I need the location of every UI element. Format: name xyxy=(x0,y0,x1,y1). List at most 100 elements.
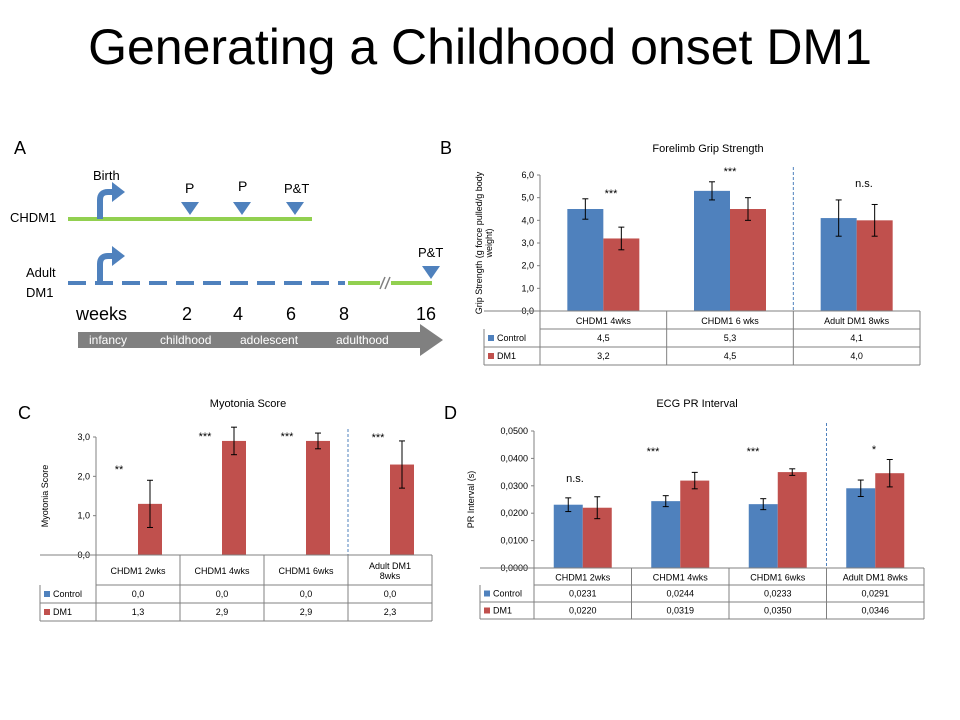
data-label: 4,5 xyxy=(724,351,737,361)
category-label: CHDM1 4wks xyxy=(194,566,250,576)
panel-letter-b: B xyxy=(440,138,453,158)
category-label: CHDM1 6wks xyxy=(278,566,334,576)
bar-dm1-3 xyxy=(875,473,905,568)
y-tick-label: 0,0400 xyxy=(500,453,528,463)
legend-label-control: Control xyxy=(493,589,522,599)
data-label: 0,0346 xyxy=(861,606,889,616)
data-label: 2,9 xyxy=(300,607,313,617)
data-label: 2,9 xyxy=(216,607,229,617)
bar-dm1-1 xyxy=(680,480,710,568)
significance-annotation: * xyxy=(872,444,877,456)
y-tick-label: 0,0500 xyxy=(500,426,528,436)
bar-dm1-2 xyxy=(777,472,807,568)
y-axis-label-line: PR Interval (s) xyxy=(466,471,476,529)
bar-dm1-0 xyxy=(603,238,640,311)
birth-arrow-adult-icon xyxy=(97,253,114,283)
category-label: CHDM1 2wks xyxy=(110,566,166,576)
data-label: 2,3 xyxy=(384,607,397,617)
data-label: 0,0 xyxy=(384,589,397,599)
legend-swatch-dm1 xyxy=(484,607,490,614)
y-tick-label: 2,0 xyxy=(521,261,534,271)
stage-infancy: infancy xyxy=(89,333,127,347)
adult-dm1-label-line1: Adult xyxy=(26,265,56,280)
birth-label: Birth xyxy=(93,168,120,183)
data-label: 0,0 xyxy=(132,589,145,599)
data-label: 5,3 xyxy=(724,333,737,343)
marker-p2-label: P xyxy=(238,178,247,194)
legend-label-control: Control xyxy=(497,333,526,343)
y-axis-label-line: Grip Strength (g force pulled/g body xyxy=(474,171,484,314)
y-tick-label: 3,0 xyxy=(521,238,534,248)
category-label: CHDM1 6 wks xyxy=(701,316,759,326)
page-title: Generating a Childhood onset DM1 xyxy=(88,19,872,75)
legend-label-dm1: DM1 xyxy=(497,351,516,361)
chart-grip-strength: Forelimb Grip Strength Grip Strength (g f… xyxy=(474,143,921,366)
category-label: Adult DM1 8wks xyxy=(843,573,909,583)
data-label: 4,1 xyxy=(850,333,863,343)
y-tick-label: 3,0 xyxy=(77,432,90,442)
data-label: 0,0 xyxy=(300,589,313,599)
significance-annotation: *** xyxy=(605,188,619,200)
chart-title: ECG PR Interval xyxy=(656,398,737,410)
significance-annotation: *** xyxy=(647,446,661,458)
category-label: CHDM1 6wks xyxy=(750,573,806,583)
stage-adolescent: adolescent xyxy=(240,333,299,347)
stage-adulthood: adulthood xyxy=(336,333,389,347)
legend-label-dm1: DM1 xyxy=(53,607,72,617)
y-tick-label: 4,0 xyxy=(521,215,534,225)
weeks-label: weeks xyxy=(75,304,127,324)
data-label: 0,0 xyxy=(216,589,229,599)
bar-control-1 xyxy=(651,501,681,568)
y-tick-label: 5,0 xyxy=(521,193,534,203)
timeline-diagram: CHDM1 Birth P P P&T Adult DM1 P&T weeks … xyxy=(10,168,443,356)
legend-swatch-control xyxy=(488,335,494,341)
y-tick-label: 1,0 xyxy=(521,283,534,293)
significance-annotation: *** xyxy=(372,432,386,444)
bar-control-1 xyxy=(694,190,730,311)
y-tick-label: 2,0 xyxy=(77,471,90,481)
legend-swatch-dm1 xyxy=(44,609,50,615)
y-tick-label: 0,0200 xyxy=(500,508,528,518)
category-label: Adult DM1 xyxy=(369,561,411,571)
marker-pt2-icon xyxy=(422,266,440,279)
significance-annotation: n.s. xyxy=(566,473,584,485)
category-label: CHDM1 4wks xyxy=(576,316,632,326)
legend-label-control: Control xyxy=(53,589,82,599)
life-stage-arrow xyxy=(78,324,443,356)
y-tick-label: 0,0300 xyxy=(500,481,528,491)
bar-control-3 xyxy=(846,488,876,568)
chart-myotonia-score: Myotonia Score Myotonia Score 0,0 1,0 2,0 3,0… xyxy=(39,398,433,622)
legend-swatch-dm1 xyxy=(488,353,494,359)
week-tick-16: 16 xyxy=(416,304,436,324)
data-label: 0,0220 xyxy=(569,606,597,616)
legend-swatch-control xyxy=(44,591,50,597)
adult-dm1-label-line2: DM1 xyxy=(26,285,53,300)
week-tick-6: 6 xyxy=(286,304,296,324)
data-label: 4,5 xyxy=(597,333,610,343)
panel-letter-a: A xyxy=(14,138,27,158)
data-label: 3,2 xyxy=(597,351,610,361)
marker-p1-icon xyxy=(181,202,199,215)
marker-p1-label: P xyxy=(185,180,194,196)
bar-control-2 xyxy=(748,504,778,568)
y-axis-label-line: weight) xyxy=(484,228,494,258)
y-axis-label-line: Myotonia Score xyxy=(40,465,50,528)
y-axis-label: Myotonia Score xyxy=(40,465,50,528)
chart-title: Myotonia Score xyxy=(210,398,286,410)
axis-break-icon-2 xyxy=(384,276,391,290)
chart-title: Forelimb Grip Strength xyxy=(652,143,763,155)
bar-dm1-2 xyxy=(306,440,330,555)
panel-letter-c: C xyxy=(18,403,31,423)
category-label: CHDM1 4wks xyxy=(653,573,709,583)
y-axis-label: PR Interval (s) xyxy=(466,471,476,529)
data-label: 0,0350 xyxy=(764,606,792,616)
week-tick-8: 8 xyxy=(339,304,349,324)
data-label: 0,0233 xyxy=(764,589,792,599)
birth-arrow-icon xyxy=(97,189,114,219)
y-tick-label: 0,0100 xyxy=(500,536,528,546)
panel-letter-d: D xyxy=(444,403,457,423)
y-axis-label: Grip Strength (g force pulled/g bodyweig… xyxy=(474,171,494,314)
birth-arrowhead-icon xyxy=(112,182,125,202)
bar-dm1-1 xyxy=(730,209,766,311)
data-label: 0,0291 xyxy=(861,589,889,599)
